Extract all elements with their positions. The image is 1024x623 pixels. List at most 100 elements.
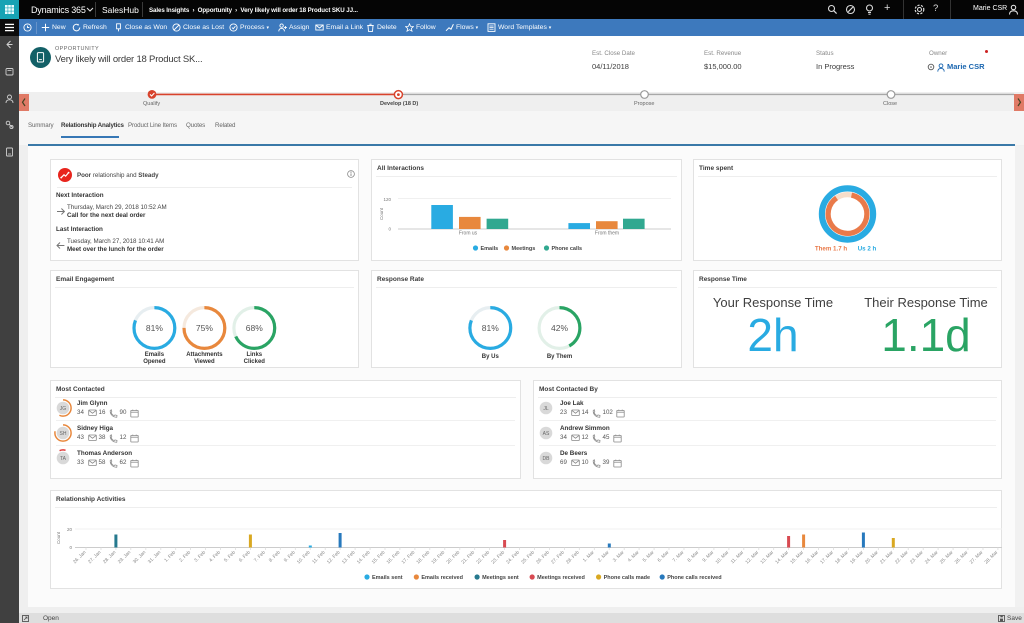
svg-text:7. Mar: 7. Mar bbox=[672, 549, 686, 563]
svg-text:27. Mar: 27. Mar bbox=[969, 549, 985, 565]
svg-text:68%: 68% bbox=[246, 323, 263, 333]
svg-text:From us: From us bbox=[459, 231, 478, 237]
svg-text:26. Mar: 26. Mar bbox=[954, 549, 970, 565]
svg-text:DB: DB bbox=[542, 456, 550, 462]
svg-text:5. Feb: 5. Feb bbox=[223, 549, 237, 563]
svg-text:28. Mar: 28. Mar bbox=[984, 549, 1000, 565]
svg-text:2. Mar: 2. Mar bbox=[597, 549, 611, 563]
svg-text:Phone calls made: Phone calls made bbox=[604, 575, 650, 581]
svg-text:81%: 81% bbox=[482, 323, 499, 333]
svg-text:Meetings received: Meetings received bbox=[537, 575, 585, 581]
svg-text:19. Feb: 19. Feb bbox=[430, 549, 446, 565]
svg-text:14. Mar: 14. Mar bbox=[774, 549, 790, 565]
svg-text:1. Feb: 1. Feb bbox=[163, 549, 177, 563]
svg-text:24. Feb: 24. Feb bbox=[505, 549, 521, 565]
svg-text:13. Mar: 13. Mar bbox=[759, 549, 775, 565]
svg-text:Count: Count bbox=[56, 531, 61, 544]
svg-text:4. Mar: 4. Mar bbox=[627, 549, 641, 563]
svg-text:0: 0 bbox=[69, 545, 72, 550]
svg-text:JL: JL bbox=[543, 406, 549, 412]
svg-text:31. Jan: 31. Jan bbox=[147, 549, 163, 565]
svg-text:Links: Links bbox=[246, 352, 262, 358]
svg-text:9. Feb: 9. Feb bbox=[283, 549, 297, 563]
svg-text:23. Feb: 23. Feb bbox=[490, 549, 506, 565]
svg-text:TA: TA bbox=[59, 456, 66, 462]
svg-text:Opened: Opened bbox=[143, 359, 166, 365]
svg-text:25. Feb: 25. Feb bbox=[520, 549, 536, 565]
svg-text:18. Mar: 18. Mar bbox=[834, 549, 850, 565]
svg-text:21. Feb: 21. Feb bbox=[460, 549, 476, 565]
svg-text:Emails: Emails bbox=[145, 352, 165, 358]
svg-text:10. Feb: 10. Feb bbox=[296, 549, 312, 565]
svg-text:2. Feb: 2. Feb bbox=[178, 549, 192, 563]
svg-text:26. Feb: 26. Feb bbox=[535, 549, 551, 565]
svg-text:3. Feb: 3. Feb bbox=[193, 549, 207, 563]
svg-text:15. Feb: 15. Feb bbox=[371, 549, 387, 565]
svg-text:20: 20 bbox=[67, 527, 73, 532]
svg-text:Them 1.7 h: Them 1.7 h bbox=[815, 246, 848, 253]
svg-text:28. Feb: 28. Feb bbox=[565, 549, 581, 565]
svg-text:24. Mar: 24. Mar bbox=[924, 549, 940, 565]
svg-text:12. Mar: 12. Mar bbox=[744, 549, 760, 565]
svg-text:10. Mar: 10. Mar bbox=[715, 549, 731, 565]
svg-text:20. Mar: 20. Mar bbox=[864, 549, 880, 565]
svg-text:Emails sent: Emails sent bbox=[372, 575, 403, 581]
svg-text:16. Feb: 16. Feb bbox=[386, 549, 402, 565]
svg-text:18. Feb: 18. Feb bbox=[415, 549, 431, 565]
svg-text:Meetings sent: Meetings sent bbox=[482, 575, 519, 581]
svg-text:0: 0 bbox=[388, 227, 391, 232]
svg-text:27. Feb: 27. Feb bbox=[550, 549, 566, 565]
svg-text:17. Feb: 17. Feb bbox=[401, 549, 417, 565]
svg-text:15. Mar: 15. Mar bbox=[789, 549, 805, 565]
svg-text:22. Mar: 22. Mar bbox=[894, 549, 910, 565]
svg-text:Meetings: Meetings bbox=[512, 246, 536, 252]
svg-text:Count: Count bbox=[379, 207, 384, 220]
svg-text:Phone calls: Phone calls bbox=[552, 246, 583, 252]
svg-text:Viewed: Viewed bbox=[194, 359, 215, 365]
svg-text:From them: From them bbox=[595, 231, 619, 237]
svg-text:By Them: By Them bbox=[547, 354, 572, 360]
svg-text:4. Feb: 4. Feb bbox=[208, 549, 222, 563]
svg-text:1. Mar: 1. Mar bbox=[582, 549, 596, 563]
svg-text:5. Mar: 5. Mar bbox=[642, 549, 656, 563]
svg-text:27. Jan: 27. Jan bbox=[87, 549, 103, 565]
svg-text:28. Jan: 28. Jan bbox=[102, 549, 118, 565]
svg-text:22. Feb: 22. Feb bbox=[475, 549, 491, 565]
svg-text:Clicked: Clicked bbox=[244, 359, 266, 365]
svg-text:11. Mar: 11. Mar bbox=[730, 549, 746, 565]
svg-text:12. Feb: 12. Feb bbox=[326, 549, 342, 565]
svg-text:26. Jan: 26. Jan bbox=[72, 549, 88, 565]
svg-text:6. Mar: 6. Mar bbox=[657, 549, 671, 563]
svg-text:Emails received: Emails received bbox=[421, 575, 463, 581]
svg-text:By Us: By Us bbox=[482, 354, 500, 360]
svg-text:8. Feb: 8. Feb bbox=[268, 549, 282, 563]
svg-text:23. Mar: 23. Mar bbox=[909, 549, 925, 565]
svg-text:19. Mar: 19. Mar bbox=[849, 549, 865, 565]
svg-text:Emails: Emails bbox=[481, 246, 499, 252]
svg-text:14. Feb: 14. Feb bbox=[356, 549, 372, 565]
svg-text:16. Mar: 16. Mar bbox=[804, 549, 820, 565]
svg-text:25. Mar: 25. Mar bbox=[939, 549, 955, 565]
svg-text:3. Mar: 3. Mar bbox=[612, 549, 626, 563]
svg-text:13. Feb: 13. Feb bbox=[341, 549, 357, 565]
svg-text:21. Mar: 21. Mar bbox=[879, 549, 895, 565]
svg-text:JG: JG bbox=[59, 406, 66, 412]
svg-text:81%: 81% bbox=[146, 323, 163, 333]
svg-text:SH: SH bbox=[59, 431, 66, 437]
svg-text:AS: AS bbox=[542, 431, 549, 437]
svg-text:17. Mar: 17. Mar bbox=[819, 549, 835, 565]
svg-text:29. Jan: 29. Jan bbox=[117, 549, 133, 565]
svg-text:6. Feb: 6. Feb bbox=[238, 549, 252, 563]
svg-text:9. Mar: 9. Mar bbox=[701, 549, 715, 563]
svg-text:Attachments: Attachments bbox=[186, 352, 223, 358]
svg-text:20. Feb: 20. Feb bbox=[445, 549, 461, 565]
svg-text:8. Mar: 8. Mar bbox=[686, 549, 700, 563]
svg-text:7. Feb: 7. Feb bbox=[253, 549, 267, 563]
svg-text:30. Jan: 30. Jan bbox=[132, 549, 148, 565]
svg-text:42%: 42% bbox=[551, 323, 568, 333]
svg-text:75%: 75% bbox=[196, 323, 213, 333]
svg-text:Us 2 h: Us 2 h bbox=[858, 246, 877, 253]
svg-text:11. Feb: 11. Feb bbox=[311, 549, 327, 565]
svg-text:120: 120 bbox=[383, 197, 391, 202]
svg-text:Phone calls received: Phone calls received bbox=[667, 575, 721, 581]
